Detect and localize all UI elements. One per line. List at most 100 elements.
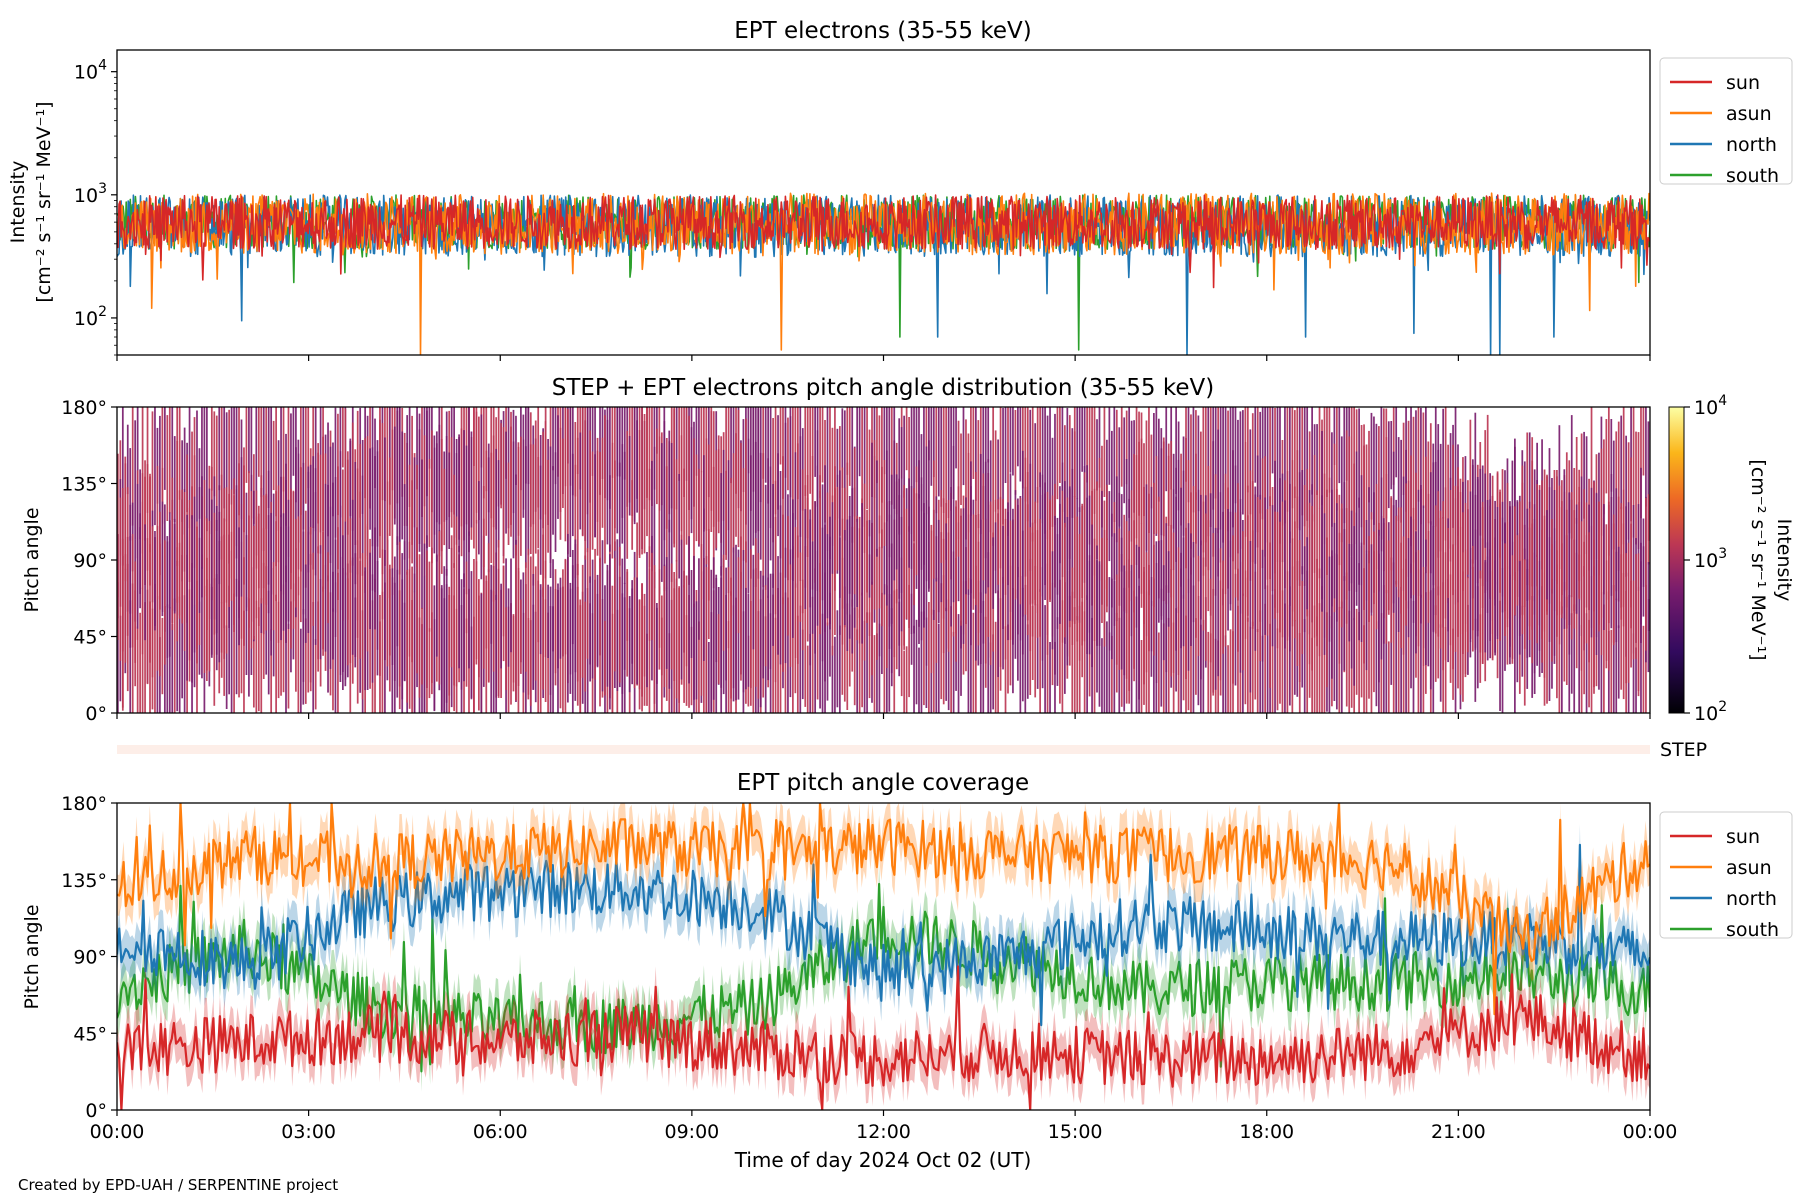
- pad-cell: [742, 468, 745, 561]
- pad-cell: [843, 530, 846, 626]
- pad-cell: [1368, 536, 1370, 622]
- pad-cell: [1024, 457, 1027, 615]
- pad-cell: [881, 466, 883, 549]
- coverage-band-asun: [117, 803, 1650, 1035]
- pad-cell: [1486, 542, 1489, 613]
- pad-cell: [196, 521, 198, 664]
- pad-cell: [1224, 483, 1227, 647]
- pad-cell: [309, 464, 312, 565]
- pad-cell: [225, 519, 228, 603]
- pad-cell: [1115, 476, 1118, 622]
- pad-cell: [465, 445, 468, 595]
- pad-cell: [1392, 505, 1395, 613]
- pad-cell: [178, 407, 181, 500]
- pad-cell: [1316, 558, 1318, 637]
- pad-cell: [529, 444, 532, 554]
- pad-cell: [287, 623, 290, 709]
- pad-cell: [544, 421, 547, 579]
- pad-cell: [1274, 588, 1276, 713]
- pad-cell: [332, 442, 334, 517]
- pad-cell: [374, 578, 376, 713]
- pad-cell: [1237, 483, 1239, 601]
- pad-cell: [1548, 537, 1551, 642]
- pad-cell: [690, 626, 693, 706]
- pad-cell: [764, 585, 767, 667]
- pad-cell: [465, 618, 468, 687]
- intensity-panel-title: EPT electrons (35-55 keV): [734, 18, 1031, 44]
- pad-cell: [987, 407, 990, 463]
- pad-cell: [1575, 437, 1578, 524]
- pad-cell: [154, 537, 156, 626]
- pad-cell: [1590, 487, 1593, 638]
- pad-cell: [809, 407, 812, 494]
- pad-cell: [1279, 407, 1281, 544]
- pad-cell: [1546, 510, 1548, 600]
- pad-cell: [344, 408, 347, 576]
- legend-label-sun: sun: [1726, 72, 1760, 94]
- pad-cell: [1546, 598, 1548, 704]
- pad-cell: [1291, 566, 1294, 713]
- pad-cell: [161, 407, 164, 524]
- pad-cell: [957, 420, 960, 540]
- pad-cell: [1489, 499, 1492, 599]
- pad-cell: [1447, 527, 1449, 598]
- pad-cell: [438, 531, 441, 685]
- pad-cell: [789, 416, 792, 580]
- pad-cell: [235, 485, 238, 559]
- pad-cell: [408, 541, 411, 709]
- pad-cell: [604, 415, 606, 564]
- pad-cell: [1182, 594, 1185, 701]
- pad-cell: [322, 531, 324, 650]
- pad-cell: [1059, 503, 1061, 624]
- pad-cell: [834, 466, 836, 635]
- pad-cell: [1474, 618, 1477, 702]
- pad-cell: [1395, 407, 1398, 478]
- pad-cell: [1012, 508, 1014, 645]
- pad-cell: [337, 572, 339, 713]
- pad-cell: [183, 492, 186, 651]
- pad-cell: [601, 540, 604, 692]
- pad-cell: [1051, 437, 1054, 527]
- pad-cell: [252, 636, 255, 708]
- pad-cell: [1093, 488, 1096, 576]
- pad-cell: [1570, 492, 1573, 640]
- pad-cell: [1298, 407, 1301, 531]
- pad-cell: [1143, 567, 1145, 685]
- pad-cell: [166, 415, 169, 521]
- pad-cell: [787, 516, 789, 636]
- pad-cell: [893, 440, 896, 581]
- pad-cell: [1588, 619, 1590, 708]
- pad-cell: [698, 621, 700, 713]
- pad-cell: [829, 592, 831, 677]
- pad-cell: [937, 624, 940, 713]
- pad-cell: [144, 524, 146, 641]
- pad-cell: [707, 529, 710, 639]
- pad-cell: [888, 594, 891, 712]
- pad-cell: [695, 454, 698, 542]
- pad-cell: [1138, 546, 1140, 700]
- pad-cell: [453, 474, 455, 568]
- pad-cell: [416, 528, 418, 674]
- pad-cell: [1444, 627, 1447, 713]
- pad-cell: [1563, 581, 1566, 682]
- pad-cell: [1340, 436, 1343, 543]
- pad-cell: [690, 427, 693, 520]
- pad-cell: [181, 554, 184, 699]
- pad-cell: [1358, 612, 1360, 713]
- pad-cell: [1563, 469, 1566, 629]
- pad-cell: [191, 515, 193, 683]
- pad-cell: [1140, 438, 1143, 594]
- pad-cell: [139, 469, 141, 540]
- pad-cell: [1244, 577, 1247, 705]
- pad-cell: [665, 557, 668, 669]
- y-tick-label: 90°: [73, 550, 107, 572]
- pad-cell: [693, 555, 695, 713]
- pad-cell: [369, 448, 371, 530]
- pad-cell: [1647, 562, 1650, 631]
- pad-cell: [537, 580, 540, 713]
- pad-cell: [1192, 486, 1195, 558]
- colorbar-tick-label: 103: [1694, 546, 1727, 572]
- pad-cell: [1518, 561, 1521, 655]
- pad-cell: [804, 509, 807, 609]
- pad-cell: [1439, 510, 1442, 649]
